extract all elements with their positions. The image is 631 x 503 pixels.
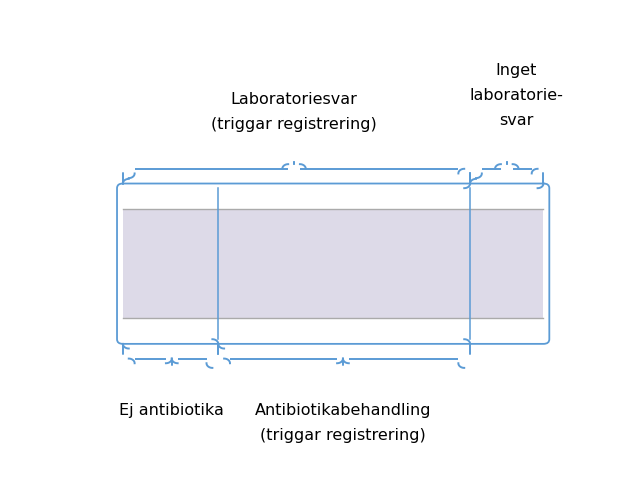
Text: (triggar registrering): (triggar registrering) xyxy=(260,429,426,443)
Text: (triggar registrering): (triggar registrering) xyxy=(211,117,377,132)
Text: Laboratoriesvar: Laboratoriesvar xyxy=(230,92,358,107)
Text: Antibiotikabehandling: Antibiotikabehandling xyxy=(255,403,431,418)
Text: svar: svar xyxy=(499,113,534,128)
Text: Inget: Inget xyxy=(496,63,537,78)
Text: Ej antibiotika: Ej antibiotika xyxy=(119,403,224,418)
FancyBboxPatch shape xyxy=(117,184,550,344)
Text: laboratorie-: laboratorie- xyxy=(469,88,563,103)
Bar xyxy=(123,209,543,318)
